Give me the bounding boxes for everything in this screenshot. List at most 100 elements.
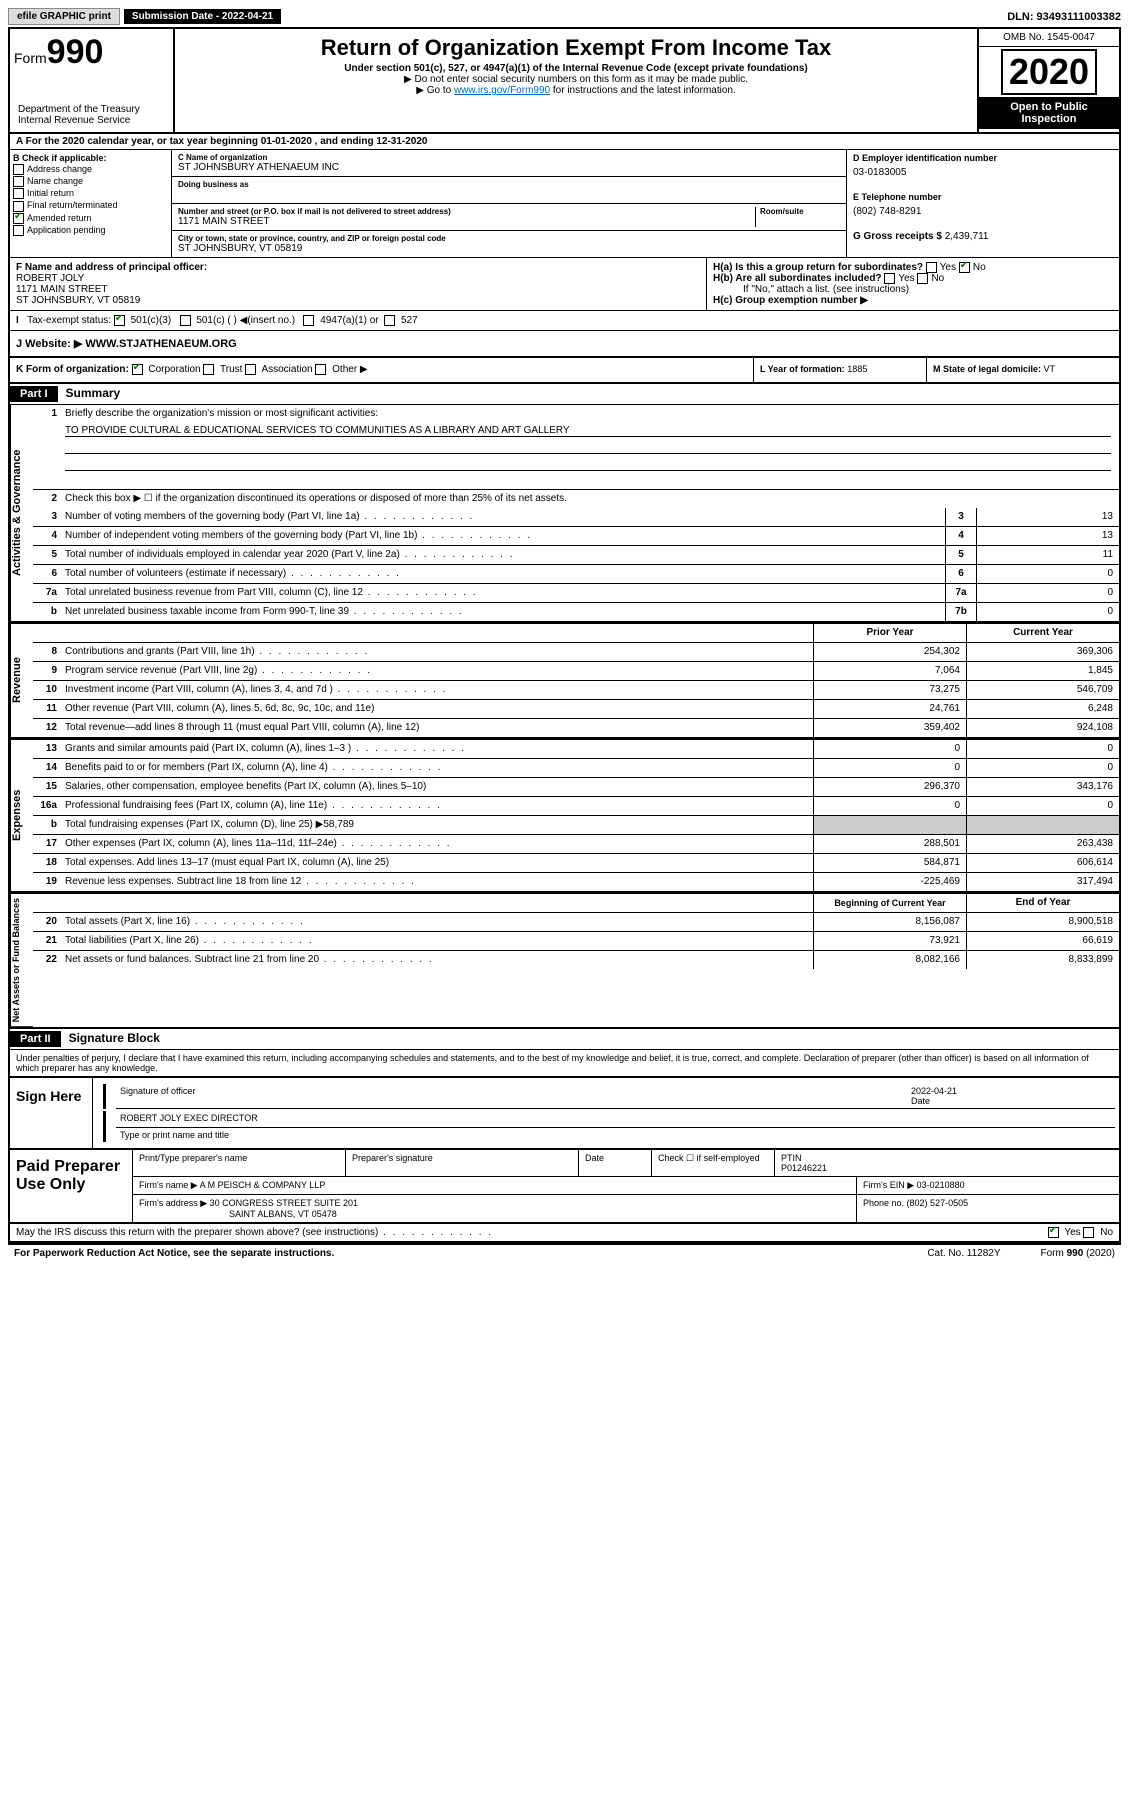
state-domicile: VT [1044,364,1056,374]
tax-year: 2020 [1001,49,1097,95]
ptin-label: PTIN [781,1153,802,1163]
room-label: Room/suite [760,207,840,216]
prep-name-label: Print/Type preparer's name [133,1150,346,1176]
sign-here-label: Sign Here [10,1078,93,1148]
year-formation: 1885 [847,364,867,374]
line21-prior: 73,921 [813,932,966,950]
chk-527[interactable] [384,315,395,326]
line13-prior: 0 [813,740,966,758]
org-street: 1171 MAIN STREET [178,216,755,227]
discuss-yes[interactable] [1048,1227,1059,1238]
line11-desc: Other revenue (Part VIII, column (A), li… [61,701,813,716]
chk-assoc[interactable] [245,364,256,375]
form-title: Return of Organization Exempt From Incom… [183,35,969,61]
line10-desc: Investment income (Part VIII, column (A)… [61,682,813,697]
line7b-val: 0 [976,603,1119,621]
phone-label: E Telephone number [853,192,1113,202]
website: WWW.STJATHENAEUM.ORG [82,338,236,350]
line6-val: 0 [976,565,1119,583]
discuss-no[interactable] [1083,1227,1094,1238]
line18-curr: 606,614 [966,854,1119,872]
prior-year-hdr: Prior Year [813,624,966,642]
line21-curr: 66,619 [966,932,1119,950]
line16a-prior: 0 [813,797,966,815]
firm-addr1: 30 CONGRESS STREET SUITE 201 [210,1198,358,1208]
note-ssn: ▶ Do not enter social security numbers o… [183,74,969,85]
firm-name-label: Firm's name ▶ [139,1180,198,1190]
chk-name[interactable]: Name change [13,176,168,187]
line4-desc: Number of independent voting members of … [61,528,945,543]
line5-desc: Total number of individuals employed in … [61,547,945,562]
line8-curr: 369,306 [966,643,1119,661]
chk-initial[interactable]: Initial return [13,188,168,199]
line20-prior: 8,156,087 [813,913,966,931]
officer-signed-name: ROBERT JOLY EXEC DIRECTOR [120,1113,258,1123]
line7b-desc: Net unrelated business taxable income fr… [61,604,945,619]
ein-label: D Employer identification number [853,153,1113,163]
line8-desc: Contributions and grants (Part VIII, lin… [61,644,813,659]
line14-desc: Benefits paid to or for members (Part IX… [61,760,813,775]
line15-prior: 296,370 [813,778,966,796]
officer-addr2: ST JOHNSBURY, VT 05819 [16,295,140,306]
chk-address[interactable]: Address change [13,164,168,175]
hc-row: H(c) Group exemption number ▶ [713,295,1113,306]
line22-prior: 8,082,166 [813,951,966,969]
line6-desc: Total number of volunteers (estimate if … [61,566,945,581]
chk-final[interactable]: Final return/terminated [13,200,168,211]
prep-check-label: Check ☐ if self-employed [652,1150,775,1176]
submission-date: Submission Date - 2022-04-21 [124,9,281,24]
side-netassets: Net Assets or Fund Balances [10,894,33,1027]
begin-year-hdr: Beginning of Current Year [813,894,966,912]
hb-note: If "No," attach a list. (see instruction… [713,284,1113,295]
line19-prior: -225,469 [813,873,966,891]
line17-prior: 288,501 [813,835,966,853]
sig-officer-label: Signature of officer [120,1086,911,1106]
name-title-label: Type or print name and title [120,1130,229,1140]
efile-btn[interactable]: efile GRAPHIC print [8,8,120,25]
i-label: Tax-exempt status: [27,315,111,326]
line10-prior: 73,275 [813,681,966,699]
line12-desc: Total revenue—add lines 8 through 11 (mu… [61,720,813,735]
side-revenue: Revenue [10,624,33,738]
phone: (802) 748-8291 [853,206,1113,217]
part2-hdr: Part II [10,1031,61,1047]
line5-val: 11 [976,546,1119,564]
irs-link[interactable]: www.irs.gov/Form990 [454,85,550,96]
chk-application[interactable]: Application pending [13,225,168,236]
firm-addr-label: Firm's address ▶ [139,1198,207,1208]
line9-prior: 7,064 [813,662,966,680]
chk-501c3[interactable] [114,315,125,326]
city-label: City or town, state or province, country… [178,234,840,243]
chk-corp[interactable] [132,364,143,375]
line4-val: 13 [976,527,1119,545]
line20-desc: Total assets (Part X, line 16) [61,914,813,929]
penalties-text: Under penalties of perjury, I declare th… [10,1050,1119,1076]
line16b-desc: Total fundraising expenses (Part IX, col… [61,817,813,832]
cat-no: Cat. No. 11282Y [927,1248,1000,1259]
org-city: ST JOHNSBURY, VT 05819 [178,243,840,254]
line2-desc: Check this box ▶ ☐ if the organization d… [61,491,1119,506]
chk-trust[interactable] [203,364,214,375]
line11-prior: 24,761 [813,700,966,718]
firm-phone-label: Phone no. [863,1198,907,1208]
part1-title: Summary [58,386,121,400]
b-label: B Check if applicable: [13,153,168,163]
open-public: Open to Public Inspection [979,97,1119,129]
line7a-desc: Total unrelated business revenue from Pa… [61,585,945,600]
form-footer: Form 990 (2020) [1041,1248,1115,1259]
line15-desc: Salaries, other compensation, employee b… [61,779,813,794]
line12-curr: 924,108 [966,719,1119,737]
chk-other[interactable] [315,364,326,375]
officer-addr1: 1171 MAIN STREET [16,284,108,295]
chk-amended[interactable]: Amended return [13,213,168,224]
omb-number: OMB No. 1545-0047 [979,29,1119,47]
line14-curr: 0 [966,759,1119,777]
line20-curr: 8,900,518 [966,913,1119,931]
line21-desc: Total liabilities (Part X, line 26) [61,933,813,948]
sig-date: 2022-04-21Date [911,1086,1111,1106]
line12-prior: 359,402 [813,719,966,737]
discuss-text: May the IRS discuss this return with the… [16,1227,493,1238]
chk-501c[interactable] [180,315,191,326]
chk-4947[interactable] [303,315,314,326]
dln: DLN: 93493111003382 [1007,11,1121,23]
